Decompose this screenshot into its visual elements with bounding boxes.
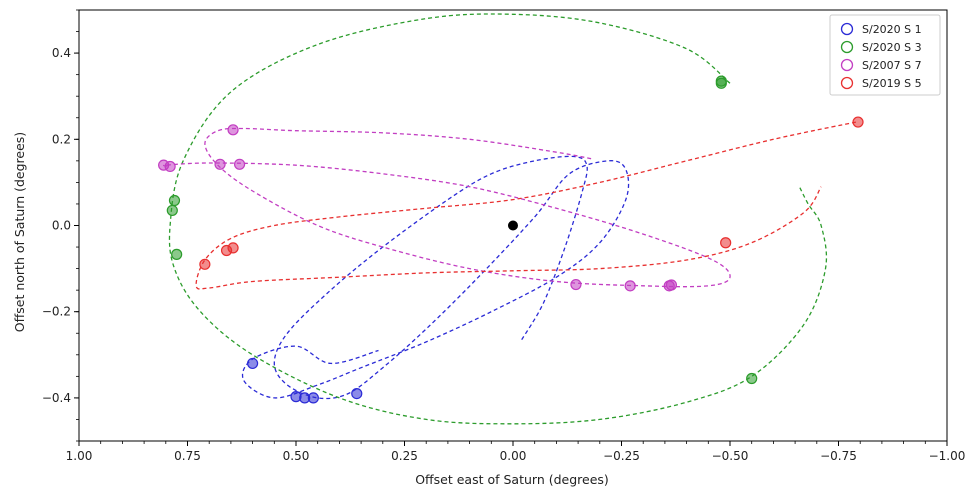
legend-marker	[840, 22, 854, 36]
marker-s-2019-s-5	[227, 242, 239, 254]
legend-label: S/2020 S 1	[862, 23, 922, 36]
x-tick-label: −0.25	[603, 449, 640, 463]
legend-marker	[840, 40, 854, 54]
marker-s-2020-s-1	[247, 357, 259, 370]
marker-s-2020-s-1	[351, 387, 363, 400]
marker-s-2007-s-7	[233, 158, 246, 170]
legend-marker	[840, 58, 854, 72]
x-tick-label: 0.50	[283, 449, 310, 463]
x-tick-label: −1.00	[929, 449, 966, 463]
marker-s-2020-s-3	[746, 372, 758, 385]
y-tick-label: 0.4	[52, 46, 71, 60]
marker-s-2019-s-5	[852, 116, 864, 128]
marker-s-2020-s-3	[166, 204, 178, 217]
legend-marker	[840, 76, 854, 90]
legend-label: S/2020 S 3	[862, 41, 922, 54]
plot-area	[158, 13, 864, 425]
marker-s-2007-s-7	[164, 160, 176, 173]
y-tick-label: −0.4	[42, 391, 71, 405]
marker-s-2020-s-3	[168, 194, 181, 207]
marker-s-2007-s-7	[570, 278, 582, 291]
y-tick-label: 0.0	[52, 219, 71, 233]
marker-s-2019-s-5	[720, 237, 732, 249]
y-axis-label: Offset north of Saturn (degrees)	[12, 132, 27, 332]
marker-s-2007-s-7	[665, 279, 678, 291]
orbit-s-2007-s-7	[162, 127, 731, 288]
legend: S/2020 S 1 S/2020 S 3 S/2007 S 7 S/2019 S 5	[829, 14, 941, 96]
orbit-s-2020-s-3	[168, 13, 828, 425]
legend-label: S/2019 S 5	[862, 77, 922, 90]
marker-s-2020-s-3	[715, 77, 727, 89]
saturn-marker	[508, 220, 518, 231]
y-tick-label: 0.2	[52, 132, 71, 146]
marker-s-2019-s-5	[199, 258, 211, 270]
orbit-s-2020-s-1	[241, 155, 630, 400]
marker-s-2020-s-1	[307, 392, 319, 404]
x-tick-label: −0.75	[820, 449, 857, 463]
legend-box	[829, 14, 941, 96]
x-tick-label: 0.25	[391, 449, 418, 463]
marker-s-2007-s-7	[214, 158, 226, 170]
x-tick-label: −0.50	[712, 449, 749, 463]
marker-s-2007-s-7	[624, 280, 636, 292]
marker-s-2007-s-7	[227, 124, 239, 136]
y-tick-label: −0.2	[42, 305, 71, 319]
x-axis-label: Offset east of Saturn (degrees)	[415, 472, 609, 487]
marker-s-2020-s-3	[171, 248, 183, 260]
orbit-s-2019-s-5	[195, 121, 857, 290]
axes: 1.00 0.75 0.50 0.25 0.00 −0.25 −0.50 −0.75 −1.00…	[42, 9, 966, 463]
legend-label: S/2007 S 7	[862, 59, 922, 72]
x-tick-label: 1.00	[66, 449, 93, 463]
x-tick-label: 0.00	[500, 449, 527, 463]
x-tick-label: 0.75	[174, 449, 201, 463]
